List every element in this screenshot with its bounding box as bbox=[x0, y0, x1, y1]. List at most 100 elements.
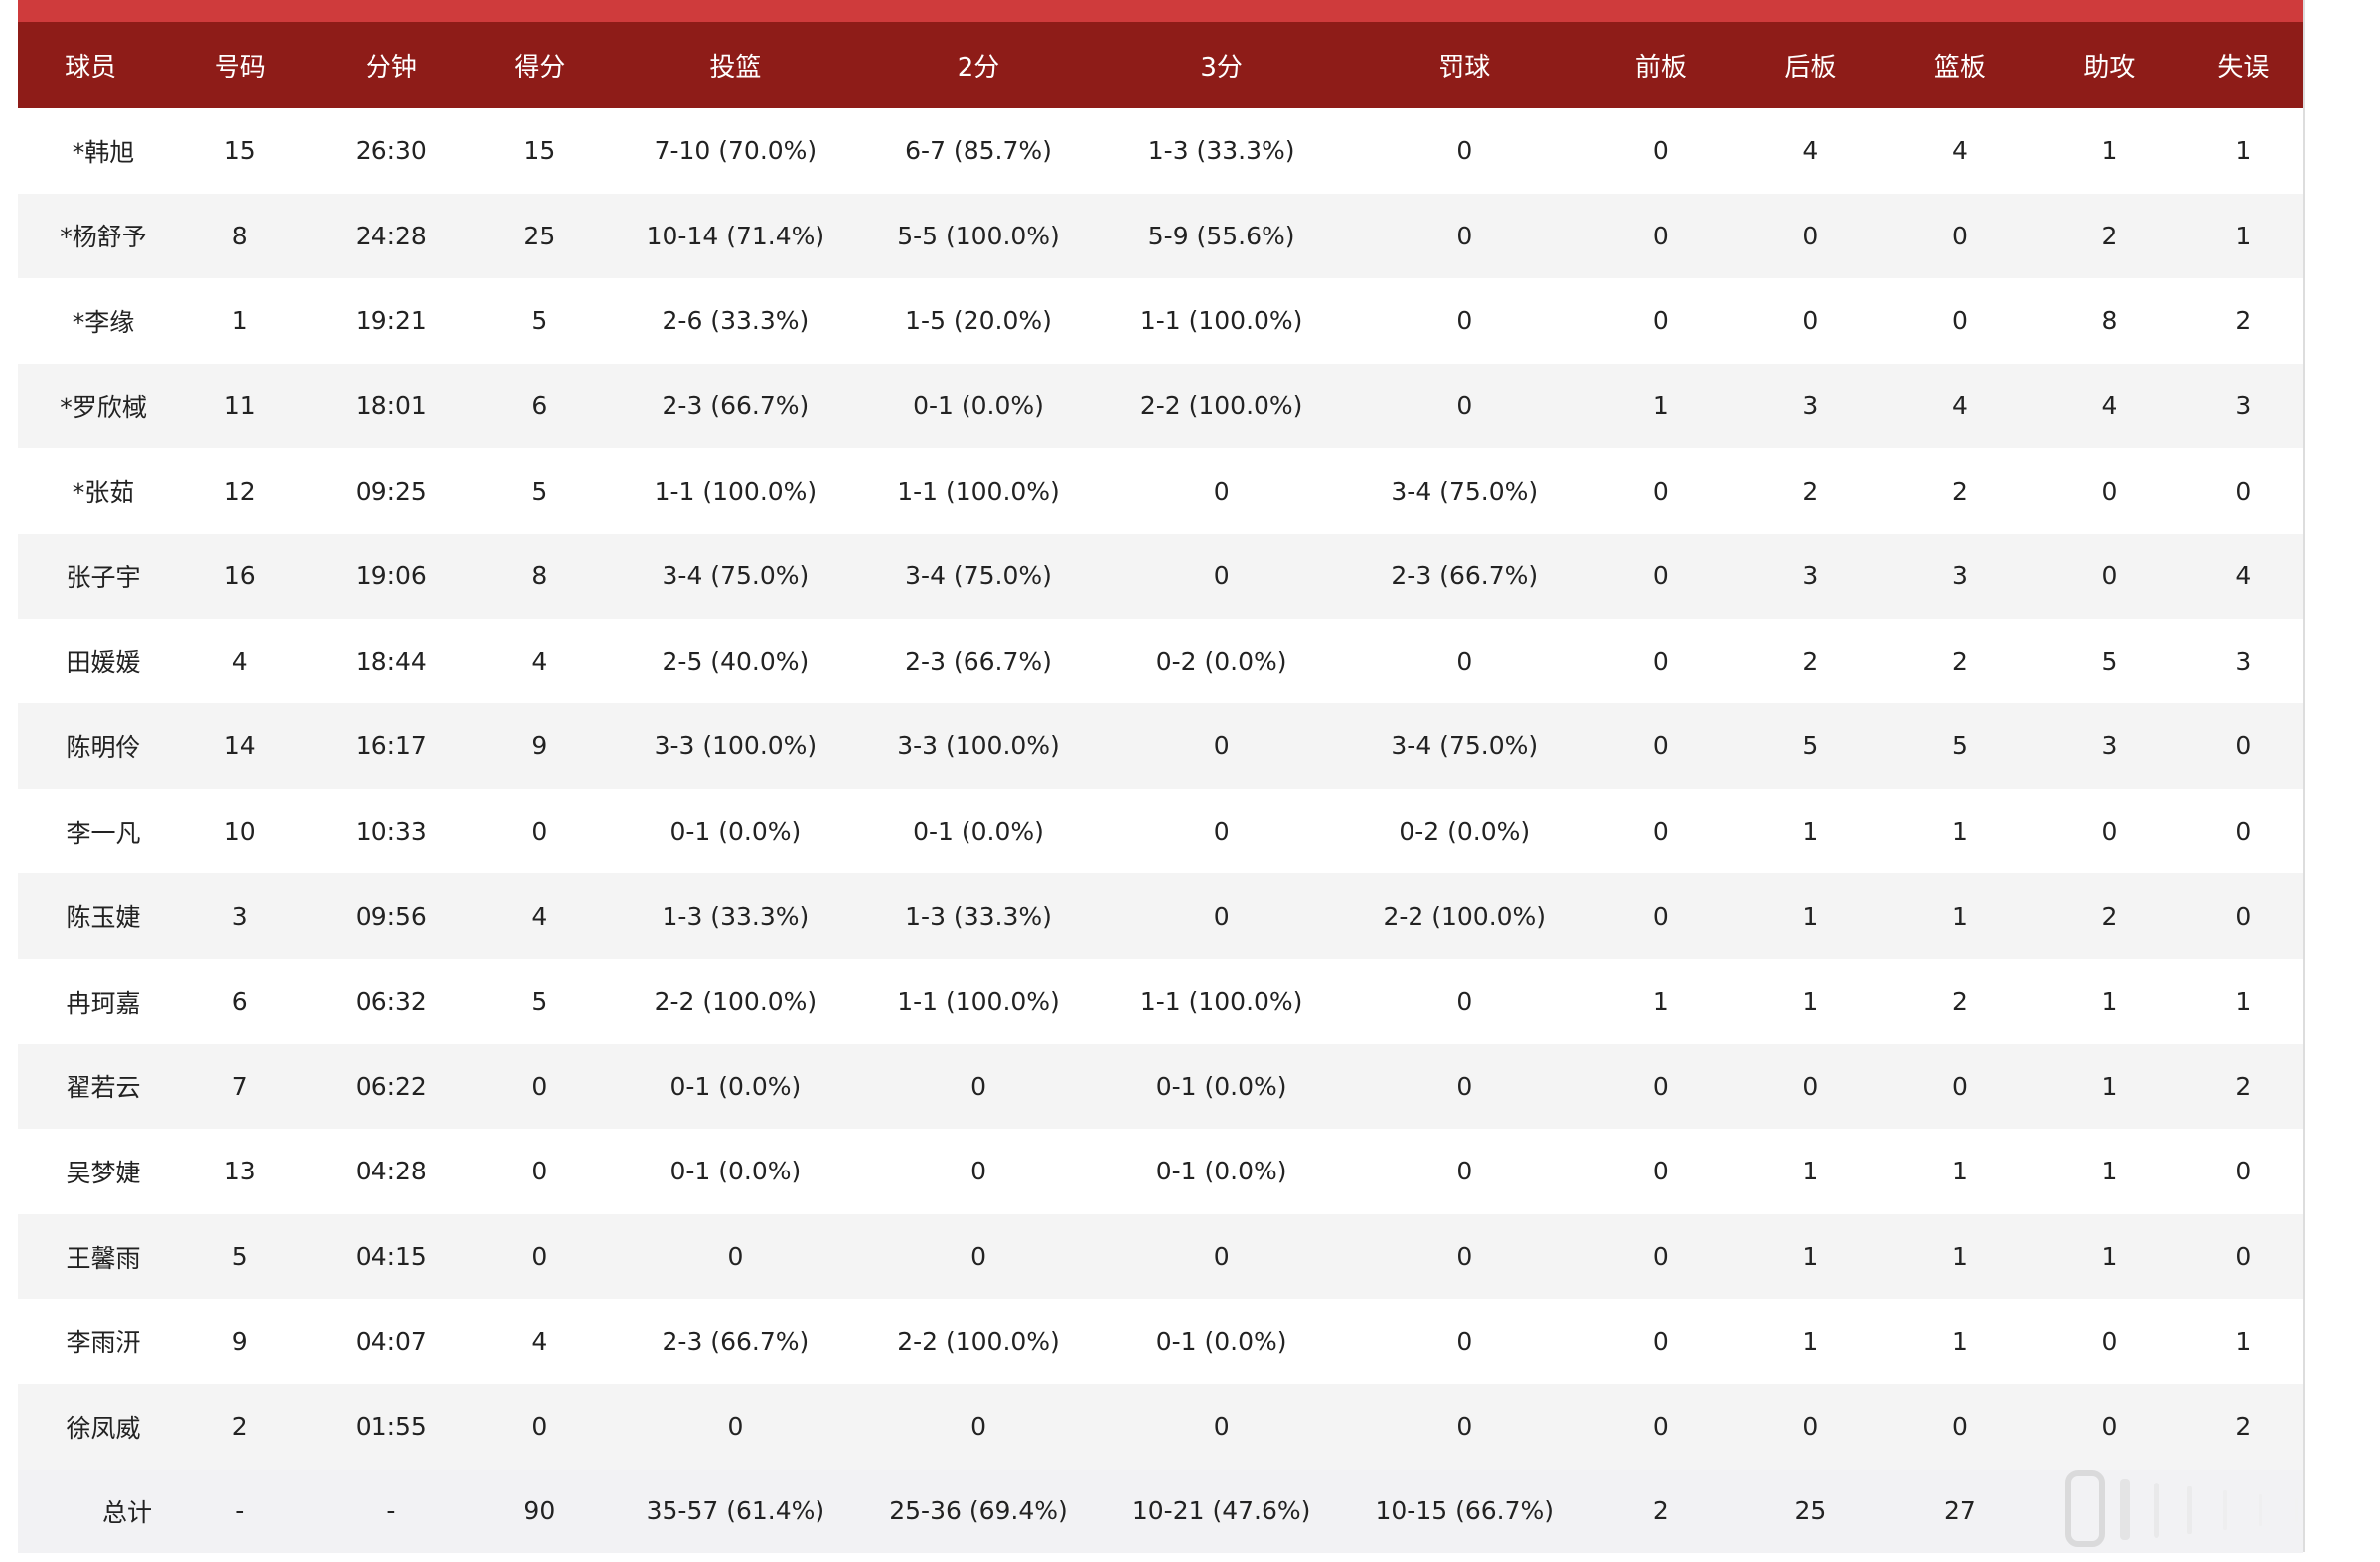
total-defensive-rebounds: 25 bbox=[1794, 1496, 1827, 1525]
player-name[interactable]: 王馨雨 bbox=[66, 1243, 141, 1273]
header-two-pointers[interactable]: 2分 bbox=[957, 53, 1000, 82]
cell-minutes: 09:56 bbox=[355, 901, 427, 931]
table-footer: 总计 - - 90 35-57 (61.4%) 25-36 (69.4%) 10… bbox=[18, 1469, 2303, 1553]
table-row: 翟若云 7 06:22 0 0-1 (0.0%) 0 0-1 (0.0%) 0 0 0 0 1 2 bbox=[18, 1043, 2303, 1130]
table-row: 田媛媛 4 18:44 4 2-5 (40.0%) 2-3 (66.7%) 0-2 (0.0… bbox=[18, 618, 2303, 704]
cell-minutes: 24:28 bbox=[355, 221, 427, 250]
cell-defensive-rebounds: 1 bbox=[1802, 1157, 1819, 1186]
header-field-goals[interactable]: 投篮 bbox=[709, 53, 762, 82]
cell-offensive-rebounds: 1 bbox=[1652, 987, 1669, 1016]
cell-assists: 5 bbox=[2101, 646, 2118, 676]
cell-number: 8 bbox=[231, 221, 248, 250]
cell-two-pointers: 2-3 (66.7%) bbox=[905, 646, 1052, 676]
cell-offensive-rebounds: 0 bbox=[1652, 1242, 1669, 1272]
cell-three-pointers: 0 bbox=[1213, 817, 1230, 847]
cell-points: 0 bbox=[531, 1071, 548, 1101]
table-row: 王馨雨 5 04:15 0 0 0 0 0 0 1 1 1 0 bbox=[18, 1213, 2303, 1300]
cell-number: 9 bbox=[231, 1327, 248, 1356]
cell-turnovers: 1 bbox=[2235, 987, 2252, 1016]
cell-assists: 4 bbox=[2101, 391, 2118, 421]
cell-three-pointers: 1-1 (100.0%) bbox=[1139, 306, 1303, 336]
cell-turnovers: 0 bbox=[2235, 731, 2252, 761]
cell-defensive-rebounds: 1 bbox=[1802, 817, 1819, 847]
cell-minutes: 06:32 bbox=[355, 987, 427, 1016]
cell-field-goals: 1-3 (33.3%) bbox=[662, 901, 810, 931]
player-name[interactable]: *韩旭 bbox=[72, 137, 135, 167]
cell-rebounds: 4 bbox=[1951, 391, 1968, 421]
header-defensive-rebounds[interactable]: 后板 bbox=[1784, 53, 1837, 82]
cell-points: 9 bbox=[531, 731, 548, 761]
player-name[interactable]: 李雨汧 bbox=[66, 1328, 141, 1358]
cell-offensive-rebounds: 0 bbox=[1652, 561, 1669, 591]
cell-defensive-rebounds: 0 bbox=[1802, 221, 1819, 250]
player-name[interactable]: 徐凤威 bbox=[66, 1413, 141, 1443]
player-name[interactable]: *张茹 bbox=[72, 478, 135, 508]
header-turnovers[interactable]: 失误 bbox=[2217, 53, 2270, 82]
cell-points: 4 bbox=[531, 1327, 548, 1356]
cell-free-throws: 2-3 (66.7%) bbox=[1391, 561, 1539, 591]
player-name[interactable]: 田媛媛 bbox=[66, 648, 141, 678]
header-points[interactable]: 得分 bbox=[514, 53, 566, 82]
cell-number: 3 bbox=[231, 901, 248, 931]
header-three-pointers[interactable]: 3分 bbox=[1200, 53, 1243, 82]
header-minutes[interactable]: 分钟 bbox=[365, 53, 417, 82]
cell-free-throws: 0 bbox=[1456, 221, 1473, 250]
cell-defensive-rebounds: 1 bbox=[1802, 987, 1819, 1016]
header-number[interactable]: 号码 bbox=[214, 53, 266, 82]
cell-defensive-rebounds: 1 bbox=[1802, 1327, 1819, 1356]
player-name[interactable]: 陈玉婕 bbox=[66, 903, 141, 933]
table-row: 李雨汧 9 04:07 4 2-3 (66.7%) 2-2 (100.0%) 0-1 (0.… bbox=[18, 1299, 2303, 1384]
cell-defensive-rebounds: 1 bbox=[1802, 1242, 1819, 1272]
player-name[interactable]: 翟若云 bbox=[66, 1073, 141, 1103]
player-name[interactable]: 冉珂嘉 bbox=[66, 988, 141, 1017]
table-row: 冉珂嘉 6 06:32 5 2-2 (100.0%) 1-1 (100.0%) 1-1 (1… bbox=[18, 958, 2303, 1044]
player-name[interactable]: *杨舒予 bbox=[60, 223, 147, 252]
header-free-throws[interactable]: 罚球 bbox=[1438, 53, 1491, 82]
cell-two-pointers: 6-7 (85.7%) bbox=[905, 136, 1052, 166]
cell-minutes: 04:15 bbox=[355, 1242, 427, 1272]
cell-rebounds: 0 bbox=[1951, 1412, 1968, 1442]
cell-defensive-rebounds: 2 bbox=[1802, 476, 1819, 506]
header-rebounds[interactable]: 篮板 bbox=[1933, 53, 1986, 82]
cell-two-pointers: 0 bbox=[970, 1242, 986, 1272]
player-name[interactable]: 李一凡 bbox=[66, 818, 141, 848]
cell-assists: 0 bbox=[2101, 1327, 2118, 1356]
table-row: 李一凡 10 10:33 0 0-1 (0.0%) 0-1 (0.0%) 0 0-2 (0.0… bbox=[18, 788, 2303, 874]
cell-free-throws: 0 bbox=[1456, 1412, 1473, 1442]
cell-two-pointers: 0-1 (0.0%) bbox=[913, 817, 1044, 847]
cell-number: 4 bbox=[231, 646, 248, 676]
cell-defensive-rebounds: 4 bbox=[1802, 136, 1819, 166]
cell-defensive-rebounds: 3 bbox=[1802, 391, 1819, 421]
player-name[interactable]: 张子宇 bbox=[66, 562, 141, 592]
header-assists[interactable]: 助攻 bbox=[2083, 53, 2136, 82]
cell-assists: 8 bbox=[2101, 306, 2118, 336]
cell-rebounds: 2 bbox=[1951, 987, 1968, 1016]
cell-field-goals: 0 bbox=[727, 1242, 744, 1272]
cell-free-throws: 0 bbox=[1456, 306, 1473, 336]
player-name[interactable]: *罗欣棫 bbox=[60, 392, 147, 422]
cell-offensive-rebounds: 0 bbox=[1652, 476, 1669, 506]
cell-points: 5 bbox=[531, 306, 548, 336]
total-two-pointers: 25-36 (69.4%) bbox=[889, 1496, 1068, 1525]
cell-number: 14 bbox=[223, 731, 256, 761]
cell-rebounds: 3 bbox=[1951, 561, 1968, 591]
header-player[interactable]: 球员 bbox=[65, 53, 117, 82]
cell-defensive-rebounds: 5 bbox=[1802, 731, 1819, 761]
cell-assists: 1 bbox=[2101, 1071, 2118, 1101]
cell-assists: 0 bbox=[2101, 817, 2118, 847]
cell-points: 8 bbox=[531, 561, 548, 591]
table-row: *张茹 12 09:25 5 1-1 (100.0%) 1-1 (100.0%) 0 3-4 … bbox=[18, 448, 2303, 534]
player-name[interactable]: *李缘 bbox=[72, 307, 135, 337]
cell-three-pointers: 0-2 (0.0%) bbox=[1155, 646, 1287, 676]
cell-field-goals: 7-10 (70.0%) bbox=[654, 136, 818, 166]
cell-defensive-rebounds: 1 bbox=[1802, 901, 1819, 931]
player-name[interactable]: 吴梦婕 bbox=[66, 1158, 141, 1187]
player-name[interactable]: 陈明伶 bbox=[66, 732, 141, 762]
cell-three-pointers: 0 bbox=[1213, 901, 1230, 931]
cell-points: 0 bbox=[531, 1242, 548, 1272]
cell-points: 6 bbox=[531, 391, 548, 421]
header-offensive-rebounds[interactable]: 前板 bbox=[1634, 53, 1687, 82]
cell-free-throws: 3-4 (75.0%) bbox=[1391, 476, 1539, 506]
cell-free-throws: 0 bbox=[1456, 136, 1473, 166]
total-three-pointers: 10-21 (47.6%) bbox=[1131, 1496, 1311, 1525]
